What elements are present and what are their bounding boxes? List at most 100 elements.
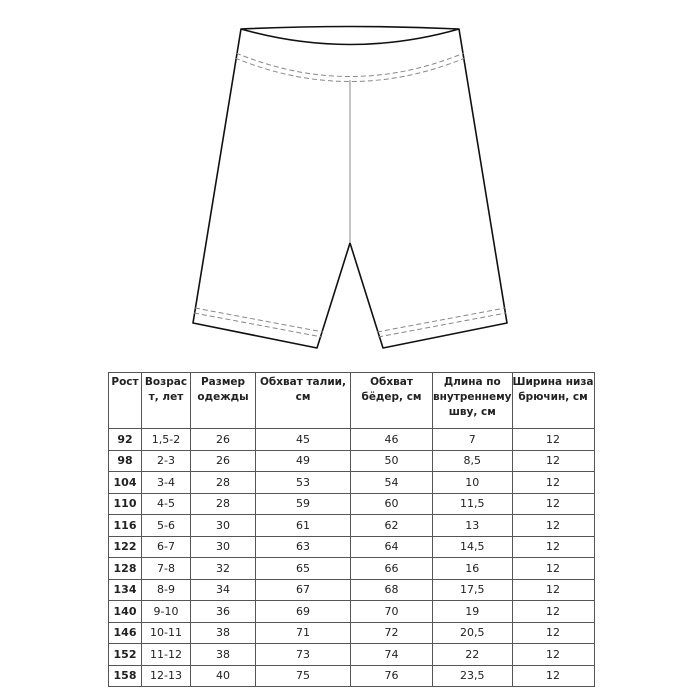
column-header: Возрас т, лет [141, 372, 191, 429]
table-cell: 12 [511, 600, 595, 623]
table-cell: 12-13 [141, 664, 191, 687]
table-cell: 12 [511, 578, 595, 601]
table-cell: 10 [432, 471, 513, 494]
table-cell: 72 [350, 621, 433, 644]
table-cell: 36 [190, 600, 256, 623]
table-cell: 26 [190, 449, 256, 472]
table-cell: 38 [190, 643, 256, 666]
table-cell: 146 [108, 621, 142, 644]
table-cell: 11-12 [141, 643, 191, 666]
table-row: 104 3-4 28 53 54 10 12 [108, 471, 595, 494]
table-cell: 9-10 [141, 600, 191, 623]
table-row: 140 9-10 36 69 70 19 12 [108, 600, 595, 623]
column-header: Обхват бёдер, см [350, 372, 433, 429]
table-cell: 140 [108, 600, 142, 623]
table-cell: 70 [350, 600, 433, 623]
table-cell: 62 [350, 514, 433, 537]
table-cell: 116 [108, 514, 142, 537]
left-hem-stitch-1 [194, 307, 324, 333]
table-cell: 7-8 [141, 557, 191, 580]
table-cell: 28 [190, 492, 256, 515]
table-row: 98 2-3 26 49 50 8,5 12 [108, 449, 595, 472]
table-cell: 26 [190, 428, 256, 451]
table-cell: 68 [350, 578, 433, 601]
table-cell: 152 [108, 643, 142, 666]
table-cell: 73 [255, 643, 351, 666]
table-cell: 75 [255, 664, 351, 687]
table-cell: 12 [511, 471, 595, 494]
table-cell: 1,5-2 [141, 428, 191, 451]
table-cell: 128 [108, 557, 142, 580]
table-row: 146 10-11 38 71 72 20,5 12 [108, 621, 595, 644]
table-row: 92 1,5-2 26 45 46 7 12 [108, 428, 595, 451]
table-cell: 65 [255, 557, 351, 580]
table-cell: 67 [255, 578, 351, 601]
table-cell: 10-11 [141, 621, 191, 644]
size-chart-table: Рост Возрас т, лет Размер одежды Обхват тал… [108, 372, 595, 687]
column-header: Ширина низа брючин, см [511, 372, 595, 429]
table-cell: 104 [108, 471, 142, 494]
shorts-drawing [192, 25, 508, 349]
table-cell: 12 [511, 492, 595, 515]
table-cell: 71 [255, 621, 351, 644]
table-cell: 30 [190, 514, 256, 537]
table-cell: 28 [190, 471, 256, 494]
table-cell: 17,5 [432, 578, 513, 601]
table-cell: 40 [190, 664, 256, 687]
table-cell: 74 [350, 643, 433, 666]
table-cell: 12 [511, 664, 595, 687]
table-cell: 122 [108, 535, 142, 558]
table-row: 152 11-12 38 73 74 22 12 [108, 643, 595, 666]
table-cell: 12 [511, 621, 595, 644]
table-cell: 12 [511, 643, 595, 666]
table-cell: 45 [255, 428, 351, 451]
table-cell: 134 [108, 578, 142, 601]
table-cell: 32 [190, 557, 256, 580]
table-cell: 22 [432, 643, 513, 666]
right-hem-stitch-2 [377, 312, 507, 338]
table-cell: 46 [350, 428, 433, 451]
table-row: 122 6-7 30 63 64 14,5 12 [108, 535, 595, 558]
table-cell: 92 [108, 428, 142, 451]
table-cell: 54 [350, 471, 433, 494]
right-hem-stitch-1 [376, 307, 506, 333]
table-row: 128 7-8 32 65 66 16 12 [108, 557, 595, 580]
table-cell: 63 [255, 535, 351, 558]
table-cell: 11,5 [432, 492, 513, 515]
table-cell: 12 [511, 514, 595, 537]
table-cell: 98 [108, 449, 142, 472]
table-cell: 2-3 [141, 449, 191, 472]
table-cell: 49 [255, 449, 351, 472]
table-row: 158 12-13 40 75 76 23,5 12 [108, 664, 595, 687]
table-cell: 110 [108, 492, 142, 515]
table-cell: 4-5 [141, 492, 191, 515]
table-cell: 60 [350, 492, 433, 515]
table-cell: 69 [255, 600, 351, 623]
table-cell: 6-7 [141, 535, 191, 558]
table-cell: 19 [432, 600, 513, 623]
table-cell: 23,5 [432, 664, 513, 687]
table-row: 134 8-9 34 67 68 17,5 12 [108, 578, 595, 601]
column-header: Длина по внутреннему шву, см [432, 372, 513, 429]
table-cell: 12 [511, 449, 595, 472]
table-cell: 64 [350, 535, 433, 558]
table-cell: 16 [432, 557, 513, 580]
column-header: Рост [108, 372, 142, 429]
table-cell: 30 [190, 535, 256, 558]
table-row: 110 4-5 28 59 60 11,5 12 [108, 492, 595, 515]
table-cell: 12 [511, 428, 595, 451]
table-cell: 38 [190, 621, 256, 644]
waist-stitch-1 [235, 52, 465, 77]
table-cell: 3-4 [141, 471, 191, 494]
table-cell: 76 [350, 664, 433, 687]
table-cell: 5-6 [141, 514, 191, 537]
table-cell: 12 [511, 535, 595, 558]
column-header: Размер одежды [190, 372, 256, 429]
table-cell: 7 [432, 428, 513, 451]
table-cell: 8,5 [432, 449, 513, 472]
table-cell: 20,5 [432, 621, 513, 644]
table-cell: 61 [255, 514, 351, 537]
table-header-row: Рост Возрас т, лет Размер одежды Обхват тал… [108, 372, 595, 429]
table-cell: 13 [432, 514, 513, 537]
table-cell: 50 [350, 449, 433, 472]
